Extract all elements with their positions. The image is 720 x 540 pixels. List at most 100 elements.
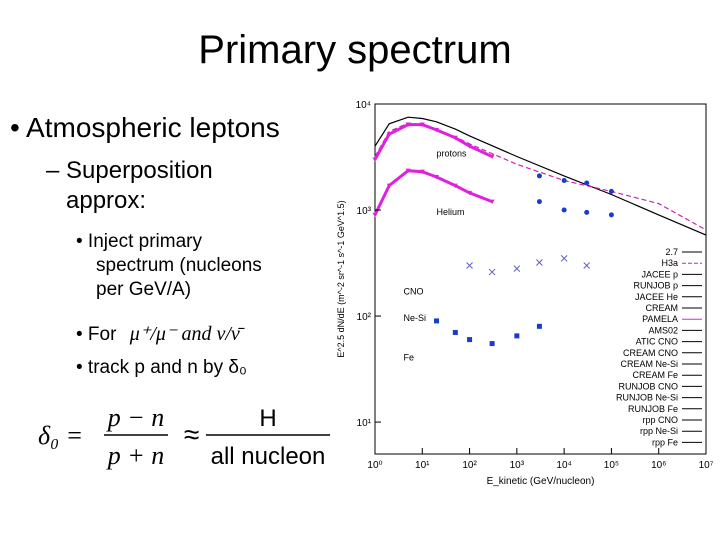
legend-label: H3a bbox=[661, 258, 678, 268]
data-point-pamela bbox=[452, 183, 458, 189]
data-point-cream bbox=[561, 207, 567, 213]
data-point-cream-cno bbox=[513, 265, 521, 272]
y-tick-label: 10⁴ bbox=[356, 100, 371, 111]
data-point-cream bbox=[608, 212, 614, 218]
x-tick-label: 10³ bbox=[510, 460, 525, 471]
data-point-pamela bbox=[405, 168, 411, 174]
x-tick-label: 10⁵ bbox=[604, 460, 619, 471]
eq-approx: ≈ bbox=[184, 419, 199, 450]
curve-label: Ne-Si bbox=[403, 313, 426, 323]
sub-bullet-track: • track p and n by δ₀ bbox=[76, 357, 247, 378]
data-point-cream-fe bbox=[452, 329, 458, 335]
data-point-cream-fe bbox=[467, 337, 473, 343]
bullet-superposition: – Superposition bbox=[46, 157, 213, 184]
data-point-pamela bbox=[405, 122, 411, 128]
bullet-atmospheric-leptons: • Atmospheric leptons bbox=[10, 112, 280, 143]
legend-label: CREAM Ne-Si bbox=[620, 359, 678, 369]
eq-denominator: p + n bbox=[106, 441, 165, 470]
legend-label: 2.7 bbox=[665, 247, 678, 257]
sub-bullet-for-text: • For bbox=[76, 324, 117, 345]
x-tick-label: 10⁰ bbox=[367, 460, 382, 471]
legend-label: RUNJOB Fe bbox=[628, 404, 678, 414]
legend-label: rpp CNO bbox=[642, 415, 678, 425]
legend-label: AMS02 bbox=[648, 325, 678, 335]
data-point-cream bbox=[536, 173, 542, 179]
x-tick-label: 10⁴ bbox=[556, 460, 571, 471]
series-line-pamela bbox=[373, 123, 493, 161]
data-point-cream-fe bbox=[489, 341, 495, 347]
data-point-cream bbox=[584, 180, 590, 186]
data-point-cream-fe bbox=[514, 333, 520, 339]
legend-label: CREAM bbox=[645, 303, 678, 313]
y-tick-label: 10² bbox=[357, 312, 372, 323]
data-point-pamela bbox=[386, 132, 392, 137]
data-point-cream-cno bbox=[488, 268, 496, 276]
data-point-pamela bbox=[372, 157, 378, 162]
data-point-cream-cno bbox=[536, 259, 543, 266]
data-point-pamela bbox=[489, 199, 495, 205]
x-tick-label: 10¹ bbox=[415, 460, 430, 471]
x-axis-label: E_kinetic (GeV/nucleon) bbox=[487, 476, 595, 487]
legend-label: JACEE He bbox=[635, 292, 678, 302]
legend-label: CREAM CNO bbox=[623, 348, 678, 358]
data-point-cream-cno bbox=[466, 262, 473, 269]
curve-label: Fe bbox=[403, 353, 414, 363]
data-point-pamela bbox=[419, 122, 425, 128]
legend-label: rpp Ne-Si bbox=[640, 426, 678, 436]
sub-bullet-inject: • Inject primary bbox=[76, 231, 202, 252]
legend-label: rpp Fe bbox=[652, 437, 678, 447]
slide-title: Primary spectrum bbox=[198, 28, 512, 72]
delta-equation: δ₀ = p − n p + n ≈ H all nucleon bbox=[38, 403, 330, 470]
data-point-pamela bbox=[489, 154, 495, 159]
legend-label: ATIC CNO bbox=[636, 337, 678, 347]
sub-bullet-inject-cont1: spectrum (nucleons bbox=[96, 255, 262, 276]
data-point-cream bbox=[584, 209, 590, 215]
legend-label: CREAM Fe bbox=[632, 370, 678, 380]
eq-lhs: δ₀ = bbox=[38, 421, 83, 450]
series-line-2-7 bbox=[374, 116, 707, 236]
curve-label: Helium bbox=[437, 207, 465, 217]
y-axis-label: E^2.5 dN/dE (m^-2 sr^-1 s^-1 GeV^1.5) bbox=[336, 200, 346, 357]
legend-label: JACEE p bbox=[641, 269, 678, 279]
bullet-superposition-cont: approx: bbox=[66, 187, 147, 214]
data-point-pamela bbox=[419, 169, 425, 175]
data-point-pamela bbox=[386, 183, 392, 189]
legend-label: RUNJOB CNO bbox=[618, 381, 678, 391]
data-point-cream-cno bbox=[583, 262, 591, 269]
y-tick-label: 10¹ bbox=[357, 418, 372, 429]
data-point-cream bbox=[536, 199, 542, 205]
sub-bullet-inject-cont2: per GeV/A) bbox=[96, 279, 192, 300]
data-point-cream-cno bbox=[560, 255, 568, 262]
eq-numerator: p − n bbox=[106, 403, 165, 432]
x-tick-label: 10⁷ bbox=[699, 460, 714, 471]
plot-frame bbox=[374, 103, 707, 455]
data-point-pamela bbox=[434, 127, 440, 133]
series-group bbox=[372, 116, 707, 347]
y-tick-label: 10³ bbox=[357, 206, 372, 217]
legend-label: RUNJOB p bbox=[633, 281, 678, 291]
x-tick-label: 10² bbox=[462, 460, 477, 471]
data-point-cream bbox=[608, 188, 614, 194]
series-line-pamela bbox=[373, 169, 493, 216]
sub-bullet-for: • For μ⁺/μ⁻ and ν/ν̄ bbox=[76, 322, 240, 347]
eq-right-numerator: H bbox=[259, 405, 276, 432]
data-point-cream bbox=[561, 177, 567, 183]
data-point-pamela bbox=[434, 174, 440, 180]
curve-label: CNO bbox=[403, 286, 423, 296]
curve-label: protons bbox=[437, 148, 468, 158]
curve-labels-group: protons Helium CNO Ne-Si Fe bbox=[403, 148, 467, 362]
data-point-cream-fe bbox=[434, 318, 440, 324]
legend-label: RUNJOB Ne-Si bbox=[616, 393, 678, 403]
data-point-pamela bbox=[372, 212, 378, 218]
axes-group: 10⁰ 10¹ 10² 10³ 10⁴ 10⁵ 10⁶ 10⁷ 10¹ 10² 10³ 10⁴ E_ki… bbox=[336, 100, 714, 487]
muon-neutrino-ratio: μ⁺/μ⁻ and ν/ν̄ bbox=[129, 323, 240, 345]
data-point-cream-fe bbox=[536, 323, 542, 329]
data-point-pamela bbox=[452, 135, 458, 141]
data-point-pamela bbox=[467, 144, 473, 149]
x-tick-label: 10⁶ bbox=[651, 460, 666, 471]
eq-right-denominator: all nucleon bbox=[211, 443, 326, 470]
data-point-pamela bbox=[467, 190, 473, 196]
legend-label: PAMELA bbox=[642, 314, 678, 324]
